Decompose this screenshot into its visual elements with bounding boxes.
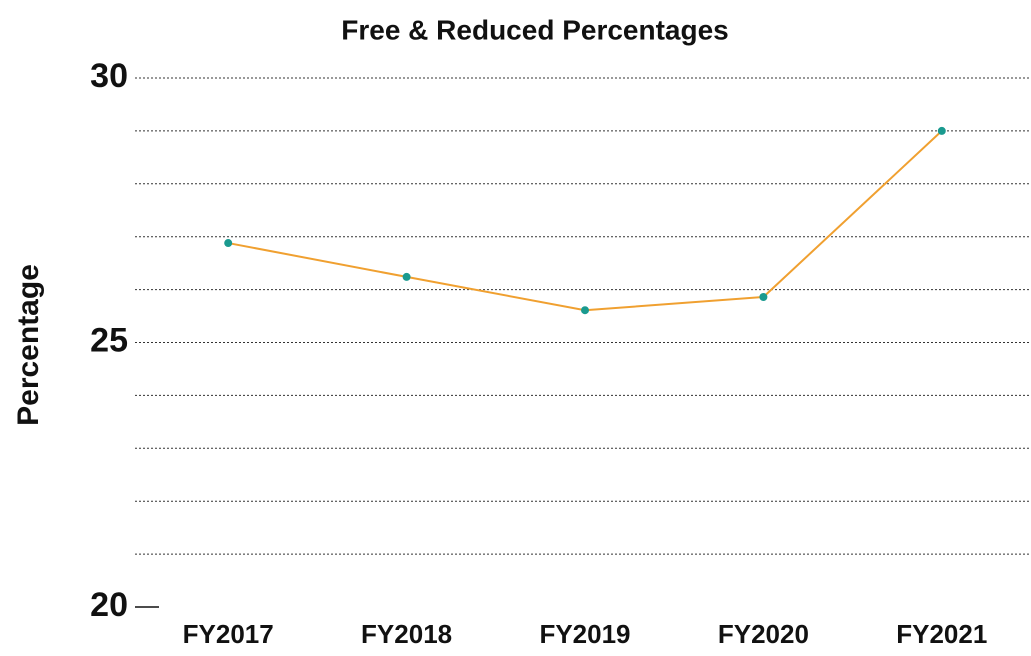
x-tick-label: FY2019 bbox=[539, 619, 630, 649]
x-tick-label: FY2021 bbox=[896, 619, 987, 649]
y-tick-label: 20 bbox=[90, 586, 128, 624]
x-tick-label: FY2020 bbox=[718, 619, 809, 649]
x-tick-label: FY2017 bbox=[183, 619, 274, 649]
point bbox=[581, 306, 589, 315]
point bbox=[402, 272, 411, 281]
line bbox=[228, 130, 943, 312]
chart-title: Free & Reduced Percentages bbox=[341, 14, 729, 45]
point bbox=[759, 293, 768, 302]
point bbox=[224, 239, 233, 248]
y-tick-label: 30 bbox=[90, 57, 128, 95]
y-tick-label: 25 bbox=[90, 321, 128, 359]
point bbox=[937, 126, 946, 135]
x-tick-label: FY2018 bbox=[361, 619, 452, 649]
y-axis-label: Percentage bbox=[12, 264, 45, 426]
